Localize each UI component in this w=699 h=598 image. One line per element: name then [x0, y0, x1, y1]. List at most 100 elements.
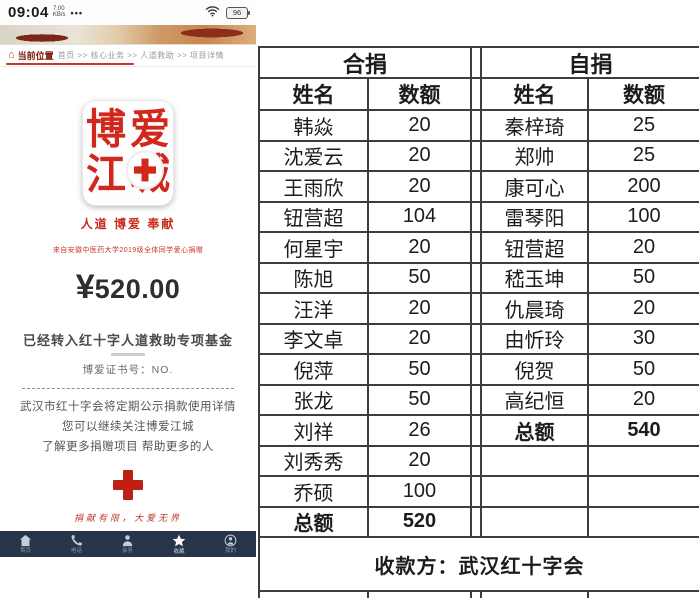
- column-spacer: [472, 141, 482, 172]
- logo-char: 江: [86, 152, 126, 198]
- phone-panel: 09:04 7.00 KB/s ••• 96: [0, 0, 256, 598]
- donor-name-cell: 陈旭: [260, 263, 369, 294]
- breadcrumb-label: 当前位置: [17, 51, 54, 61]
- donation-sheet: 合捐 自捐 姓名 数额 姓名 数额 韩焱 20 秦梓琦 25 沈爱云 20 郑帅 25 王雨欣 20 康可心 20…: [256, 0, 699, 598]
- home-icon: [19, 534, 32, 547]
- tab-favorites[interactable]: 收藏: [172, 534, 186, 555]
- donor-amount-cell: 540: [589, 416, 699, 447]
- column-spacer: [472, 355, 482, 386]
- donor-name-cell: 高纪恒: [482, 385, 589, 416]
- column-spacer: [472, 324, 482, 355]
- payee-row: 收款方：武汉红十字会: [260, 538, 699, 592]
- donor-name-cell: 总额: [260, 507, 369, 538]
- user-icon: [122, 535, 133, 547]
- status-dots: •••: [70, 7, 83, 18]
- donor-name-cell: 由忻玲: [482, 324, 589, 355]
- group-title-self: 自捐: [482, 48, 699, 79]
- boai-jiangcheng-logo: 博 爱 江 城: [82, 100, 174, 206]
- donor-name-cell: [482, 477, 589, 508]
- col-header-name: 姓名: [482, 79, 589, 111]
- donor-name-cell: 何星宇: [260, 233, 369, 264]
- column-spacer: [472, 172, 482, 203]
- donor-name-cell: 雷琴阳: [482, 202, 589, 233]
- tab-phone[interactable]: 电话: [70, 534, 83, 554]
- tab-profile[interactable]: 我的: [224, 534, 237, 554]
- donor-name-cell: 郑帅: [482, 141, 589, 172]
- wifi-icon: [205, 4, 220, 22]
- tab-label: 会务: [121, 548, 133, 554]
- tab-label: 首页: [19, 548, 31, 554]
- logo-char: 爱: [130, 107, 170, 153]
- star-icon: [172, 534, 186, 546]
- cutoff-row-stub: [589, 592, 699, 598]
- donor-amount-cell: 520: [369, 507, 472, 538]
- donor-amount-cell: 200: [589, 172, 699, 203]
- battery-percent: 96: [232, 8, 242, 17]
- column-spacer: [472, 416, 482, 447]
- tab-user[interactable]: 会务: [121, 534, 134, 554]
- col-header-name: 姓名: [260, 79, 369, 111]
- net-speed-unit: KB/s: [52, 11, 66, 18]
- tab-label: 收藏: [173, 548, 185, 555]
- donation-amount: ¥520.00: [0, 268, 256, 307]
- donor-name-cell: [482, 446, 589, 477]
- donor-amount-cell: 50: [369, 355, 472, 386]
- tab-home[interactable]: 首页: [19, 534, 32, 554]
- house-icon: ⌂: [8, 49, 15, 61]
- donor-amount-cell: 20: [369, 446, 472, 477]
- cutoff-row-stub: [260, 592, 369, 598]
- donor-amount-cell: 30: [589, 325, 699, 355]
- dashed-divider: [22, 388, 234, 389]
- donor-amount-cell: 20: [369, 141, 472, 172]
- cutoff-row-stub: [472, 592, 482, 598]
- donor-name-cell: 韩焱: [260, 111, 369, 142]
- donor-name-cell: 康可心: [482, 172, 589, 203]
- column-spacer: [472, 48, 482, 79]
- slogan-text: 人道 博爱 奉献: [80, 217, 176, 231]
- donor-amount-cell: [589, 447, 699, 477]
- donor-name-cell: 张龙: [260, 385, 369, 416]
- amount-value: 520.00: [94, 274, 181, 304]
- donor-name-cell: 秦梓琦: [482, 111, 589, 142]
- column-spacer: [472, 477, 482, 508]
- donor-amount-cell: 20: [589, 294, 699, 325]
- breadcrumb-path[interactable]: 首页 >> 核心业务 >> 人道救助 >> 项目详情: [57, 51, 225, 60]
- donation-table: 合捐 自捐 姓名 数额 姓名 数额 韩焱 20 秦梓琦 25 沈爱云 20 郑帅 25 王雨欣 20 康可心 20…: [258, 46, 699, 598]
- donor-amount-cell: 20: [369, 233, 472, 264]
- tiny-serial-mark: [111, 353, 145, 356]
- column-spacer: [472, 79, 482, 111]
- group-title-joint: 合捐: [260, 48, 472, 79]
- donor-name-cell: 钮营超: [482, 233, 589, 264]
- profile-icon: [224, 534, 237, 547]
- red-cross-icon: [128, 152, 162, 188]
- donor-amount-cell: 25: [589, 142, 699, 172]
- column-spacer: [472, 263, 482, 294]
- donor-amount-cell: 26: [369, 416, 472, 447]
- bottom-tab-bar: 首页 电话 会务 收藏 我的: [0, 531, 256, 557]
- donor-name-cell: 王雨欣: [260, 172, 369, 203]
- column-spacer: [472, 111, 482, 142]
- donor-amount-cell: 50: [589, 355, 699, 386]
- donor-amount-cell: 100: [369, 477, 472, 508]
- donor-name-cell: 倪萍: [260, 355, 369, 386]
- donor-name-cell: 总额: [482, 416, 589, 447]
- info-line: 您可以继续关注博爱江城: [62, 421, 194, 433]
- donor-amount-cell: 20: [589, 233, 699, 264]
- donor-amount-cell: 20: [369, 294, 472, 325]
- network-speed: 7.00 KB/s: [53, 6, 66, 18]
- info-line: 了解更多捐赠项目 帮助更多的人: [42, 441, 214, 453]
- banner-photo: [0, 25, 256, 45]
- cutoff-row-stub: [482, 592, 589, 598]
- donor-name-cell: 李文卓: [260, 324, 369, 355]
- donor-name-cell: 仇晨琦: [482, 294, 589, 325]
- info-line: 武汉市红十字会将定期公示捐款使用详情: [20, 401, 236, 413]
- status-bar: 09:04 7.00 KB/s ••• 96: [0, 0, 256, 25]
- donor-name-cell: 刘秀秀: [260, 446, 369, 477]
- column-spacer: [472, 202, 482, 233]
- column-spacer: [472, 233, 482, 264]
- donation-source-note: 来自安徽中医药大学2019级全体同学爱心捐赠: [52, 247, 204, 254]
- cutoff-row-stub: [369, 592, 472, 598]
- phone-icon: [71, 535, 82, 546]
- donor-name-cell: 嵇玉坤: [482, 263, 589, 294]
